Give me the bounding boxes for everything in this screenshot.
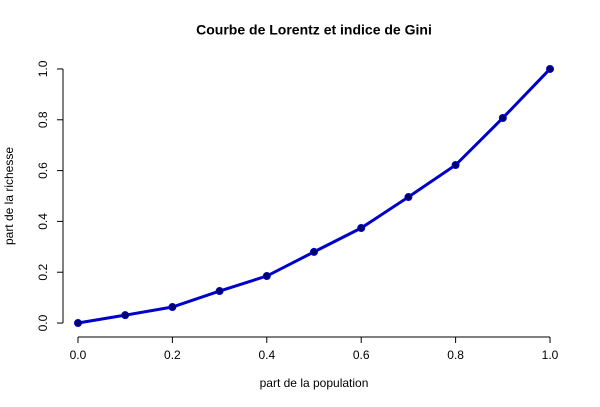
y-tick-label: 0.2	[36, 264, 50, 281]
x-tick-label: 1.0	[542, 348, 559, 362]
y-tick-label: 1.0	[36, 60, 50, 77]
x-tick-label: 0.2	[164, 348, 181, 362]
y-axis-label: part de la richesse	[2, 147, 16, 245]
point	[168, 303, 177, 312]
x-tick-label: 0.8	[447, 348, 464, 362]
line	[77, 67, 552, 325]
point	[498, 113, 507, 122]
point	[451, 161, 460, 170]
y-tick-label: 0.0	[36, 314, 50, 331]
y-tick-label: 0.8	[36, 111, 50, 128]
chart-title: Courbe de Lorentz et indice de Gini	[196, 22, 432, 38]
point	[73, 319, 82, 328]
point	[121, 311, 130, 320]
point	[404, 193, 413, 202]
x-tick-label: 0.4	[258, 348, 275, 362]
y-tick-label: 0.4	[36, 213, 50, 230]
point	[357, 224, 366, 233]
point	[262, 272, 271, 281]
point	[215, 287, 224, 296]
point	[310, 247, 318, 256]
x-axis-label: part de la population	[260, 376, 369, 390]
point	[546, 64, 555, 73]
x-tick-label: 0.0	[70, 348, 87, 362]
y-tick-label: 0.6	[36, 162, 50, 179]
x-tick-label: 0.6	[353, 348, 370, 362]
